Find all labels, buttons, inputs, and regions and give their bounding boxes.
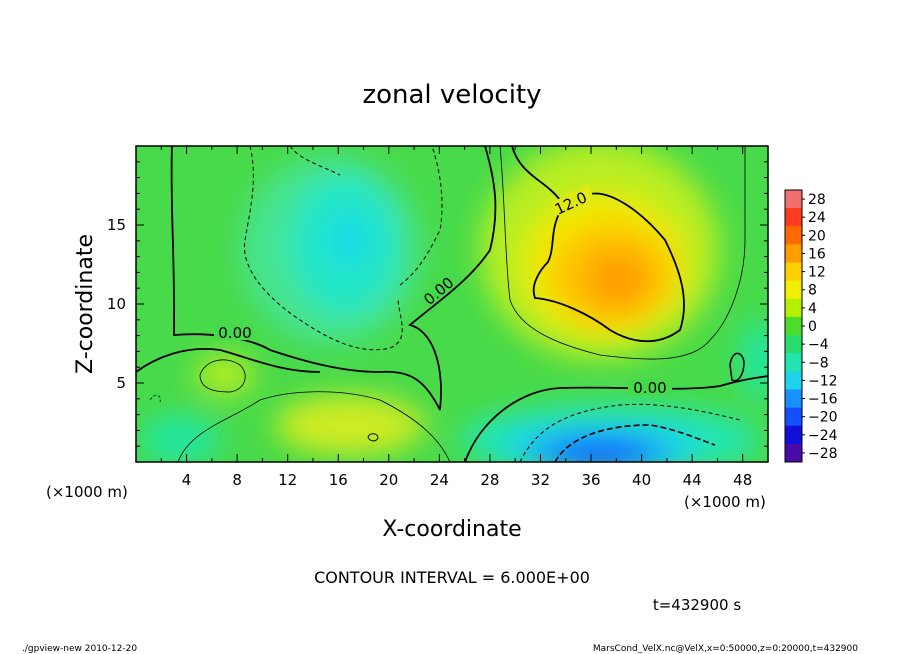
colorbar-label: 8 (808, 283, 817, 299)
colorbar-swatch (785, 335, 802, 354)
y-tick-label: 5 (116, 374, 126, 392)
colorbar-label: −28 (808, 446, 838, 462)
x-tick-label: 48 (733, 471, 752, 489)
colorbar-label: 12 (808, 265, 826, 281)
colorbar-swatch (785, 316, 802, 336)
colorbar-swatch (785, 280, 802, 300)
colorbar-label: 28 (808, 192, 826, 208)
x-axis: 4 8 12 16 20 24 28 32 36 40 44 48 (135, 146, 769, 489)
x-tick-label: 4 (182, 471, 192, 489)
footer-right: MarsCond_VelX.nc@VelX,x=0:50000,z=0:2000… (593, 644, 858, 654)
colorbar-label: −4 (808, 337, 829, 353)
colorbar-swatch (785, 208, 802, 227)
colorbar-label: 0 (808, 319, 817, 335)
x-tick-label: 32 (531, 471, 550, 489)
y-tick-label: 15 (107, 216, 126, 234)
y-tick-label: 10 (107, 295, 126, 313)
colorbar-swatch (785, 443, 802, 463)
colorbar-label: −20 (808, 410, 838, 426)
colorbar-swatch (785, 353, 802, 372)
colorbar-swatch (785, 371, 802, 390)
colorbar-swatch (785, 262, 802, 282)
colorbar-label: −16 (808, 392, 838, 408)
colorbar-swatch (785, 407, 802, 427)
x-unit-label: (×1000 m) (684, 493, 766, 511)
contour-interval: CONTOUR INTERVAL = 6.000E+00 (314, 568, 590, 587)
colorbar-swatch (785, 298, 802, 318)
time-label: t=432900 s (653, 596, 741, 614)
colorbar-swatch (785, 425, 802, 445)
colorbar-label: −12 (808, 373, 838, 389)
footer-left: ./gpview-new 2010-12-20 (22, 644, 137, 654)
contour-label: 0.00 (633, 379, 666, 397)
y-axis: 5 10 15 (107, 145, 768, 463)
colorbar-label: −8 (808, 355, 829, 371)
y-axis-title: Z-coordinate (73, 234, 98, 374)
colorbar-label: −24 (808, 428, 838, 444)
x-tick-label: 12 (278, 471, 297, 489)
colorbar-swatch (785, 244, 802, 264)
colorbar-swatch (785, 226, 802, 245)
y-unit-label: (×1000 m) (46, 483, 128, 501)
plot-area: 0.00 0.00 0.00 12.0 (136, 146, 768, 462)
x-tick-label: 36 (581, 471, 600, 489)
colorbar-label: 16 (808, 246, 826, 262)
colorbar-swatch (785, 389, 802, 409)
x-tick-label: 20 (379, 471, 398, 489)
x-tick-label: 44 (683, 471, 702, 489)
x-axis-title: X-coordinate (382, 517, 521, 542)
colorbar: 28 24 20 16 12 8 4 0 −4 −8 −12 −16 −20 −24 −28 (784, 189, 838, 463)
x-tick-label: 16 (329, 471, 348, 489)
x-tick-label: 28 (480, 471, 499, 489)
x-tick-label: 40 (632, 471, 651, 489)
chart-title: zonal velocity (362, 80, 541, 110)
contour-label: 0.00 (218, 324, 251, 342)
colorbar-swatch (785, 190, 802, 209)
x-tick-label: 24 (430, 471, 449, 489)
colorbar-label: 24 (808, 210, 826, 226)
colorbar-label: 20 (808, 228, 826, 244)
colorbar-label: 4 (808, 301, 817, 317)
x-tick-label: 8 (232, 471, 242, 489)
